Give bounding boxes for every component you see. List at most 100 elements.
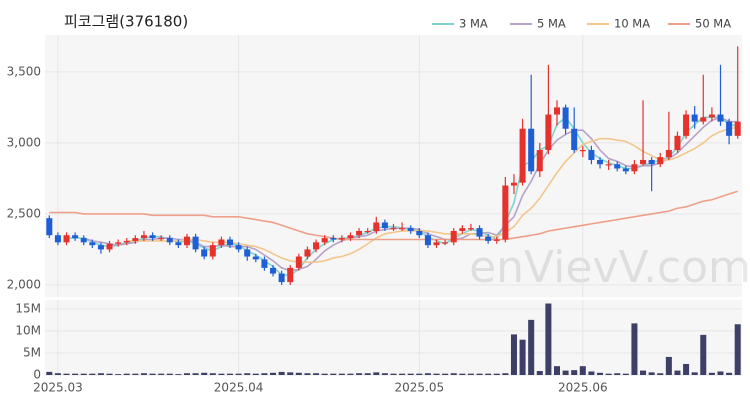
volume-bar [399, 373, 406, 375]
candle-body [536, 150, 543, 172]
volume-bar [545, 303, 552, 375]
volume-bar [106, 373, 113, 375]
candle-body [287, 267, 294, 283]
volume-bar [416, 373, 423, 375]
volume-bar [631, 323, 638, 375]
candle-body [72, 235, 79, 239]
candle-body [579, 150, 586, 152]
candle-body [270, 267, 277, 274]
candle-body [734, 121, 741, 136]
volume-bar [183, 373, 190, 375]
y-tick-label: 5M [23, 345, 41, 359]
volume-bar [717, 371, 724, 375]
candle-body [510, 182, 517, 186]
legend-item: 10 MA [587, 17, 650, 31]
volume-bar [115, 374, 122, 375]
volume-bar [321, 373, 328, 375]
volume-bar [140, 373, 147, 375]
volume-bar [502, 373, 509, 375]
candle-body [450, 230, 457, 243]
candle-body [597, 159, 604, 165]
x-tick-label: 2025.05 [395, 381, 445, 395]
volume-bar [691, 372, 698, 375]
candle-body [605, 164, 612, 166]
candle-body [381, 222, 388, 229]
candle-body [89, 242, 96, 246]
candle-body [424, 235, 431, 246]
volume-bar [510, 334, 517, 375]
volume-bar [80, 373, 87, 375]
candle-body [209, 245, 216, 257]
volume-bar [97, 373, 104, 375]
candle-body [201, 249, 208, 257]
y-tick-label: 0 [33, 368, 41, 382]
volume-bar [218, 373, 225, 375]
legend-label: 10 MA [614, 17, 650, 31]
y-tick-label: 10M [15, 323, 41, 337]
candle-body [295, 256, 302, 268]
legend-item: 5 MA [510, 17, 566, 31]
y-tick-label: 2,500 [7, 206, 41, 220]
volume-bar [261, 373, 268, 375]
ma-line [49, 190, 738, 241]
candle-body [80, 238, 87, 243]
volume-bar [493, 373, 500, 375]
volume-bar [579, 366, 586, 375]
candle-body [691, 114, 698, 122]
volume-bar [295, 372, 302, 375]
candle-body [97, 245, 104, 250]
volume-bar [356, 373, 363, 375]
candle-body [123, 240, 130, 243]
candle-body [553, 107, 561, 115]
candle-body [373, 222, 380, 231]
candle-body [304, 249, 311, 257]
candle-body [726, 121, 733, 136]
volume-bar [700, 334, 707, 375]
candle-body [442, 242, 449, 244]
volume-bar [536, 371, 543, 375]
volume-bar [407, 373, 414, 375]
candle-body [192, 236, 199, 250]
volume-bar [734, 324, 741, 375]
y-tick-label: 3,500 [7, 64, 41, 78]
volume-bar [373, 372, 380, 375]
candle-body [321, 238, 328, 243]
candle-body [476, 228, 483, 237]
volume-bar [442, 373, 449, 375]
volume-bar [166, 373, 173, 375]
volume-bar [192, 373, 199, 375]
candle-body [459, 228, 466, 231]
volume-bar [562, 370, 569, 375]
volume-bar [252, 373, 259, 375]
volume-bar [588, 371, 595, 375]
volume-bar [726, 372, 733, 375]
candle-body [183, 236, 190, 246]
candle-body [407, 228, 414, 231]
candle-body [132, 238, 139, 241]
candle-body [700, 117, 707, 122]
volume-bar [364, 373, 371, 375]
volume-bar [683, 363, 690, 375]
candle-body [347, 235, 354, 239]
candle-body [545, 114, 552, 151]
volume-bar [175, 374, 182, 375]
candle-body [399, 228, 406, 230]
candle-body [467, 228, 474, 230]
legend-label: 3 MA [459, 17, 488, 31]
candle-body [313, 242, 320, 250]
candle-body [588, 150, 595, 160]
chart-title: 피코그램(376180) [64, 13, 188, 31]
volume-bar [235, 373, 242, 375]
candle-body [390, 228, 397, 230]
y-tick-label: 15M [15, 301, 41, 315]
volume-bar [347, 373, 354, 375]
volume-bar [46, 371, 53, 375]
candle-body [166, 238, 173, 243]
volume-bar [123, 373, 130, 375]
candle-body [717, 114, 724, 122]
volume-bar [571, 370, 578, 375]
volume-bar [270, 372, 277, 375]
y-tick-label: 2,000 [7, 277, 41, 291]
candle-body [235, 245, 242, 250]
